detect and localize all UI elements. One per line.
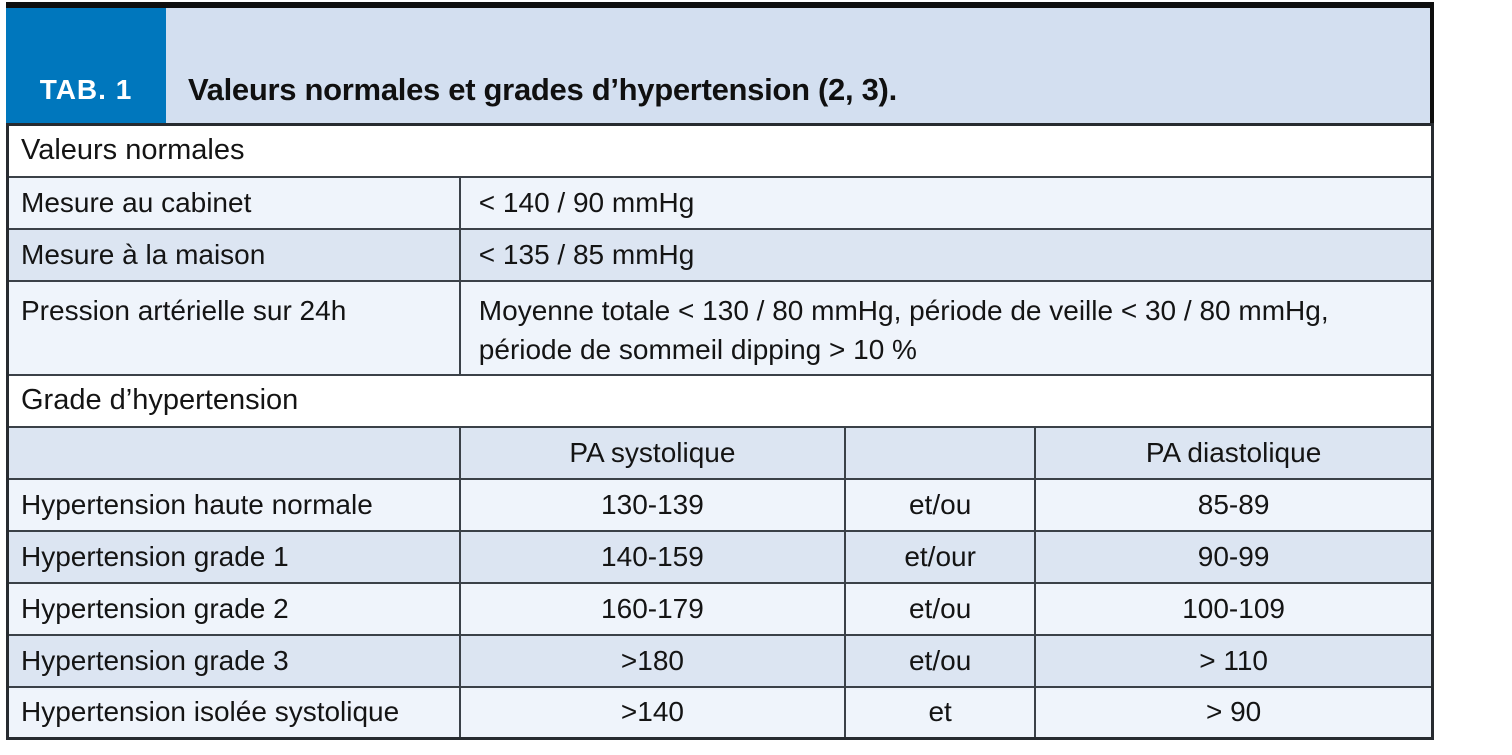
table-row: Hypertension haute normale 130-139 et/ou…	[6, 477, 1434, 532]
section-heading-grades: Grade d’hypertension	[6, 373, 1434, 428]
column-header-empty	[6, 425, 461, 480]
table-row: Mesure à la maison < 135 / 85 mmHg	[6, 227, 1434, 282]
row-label-cabinet: Mesure au cabinet	[6, 175, 461, 230]
table-row: Hypertension grade 3 >180 et/ou > 110	[6, 633, 1434, 688]
row-value-maison: < 135 / 85 mmHg	[458, 227, 1434, 282]
row-value-cabinet: < 140 / 90 mmHg	[458, 175, 1434, 230]
table-number-label: TAB. 1	[39, 74, 133, 105]
grade-systolic: 130-139	[458, 477, 847, 532]
row-label-maison: Mesure à la maison	[6, 227, 461, 282]
grade-label: Hypertension grade 3	[6, 633, 461, 688]
table-number-badge: TAB. 1	[6, 8, 166, 123]
grade-diastolic: 100-109	[1034, 581, 1434, 636]
grade-connector: et/ou	[844, 477, 1037, 532]
grade-label: Hypertension grade 1	[6, 529, 461, 584]
grade-label: Hypertension grade 2	[6, 581, 461, 636]
grade-connector: et/our	[844, 529, 1037, 584]
row-value-24h-line1: Moyenne totale < 130 / 80 mmHg, période …	[478, 294, 1329, 326]
column-header-connector-empty	[844, 425, 1037, 480]
table-row: Hypertension grade 1 140-159 et/our 90-9…	[6, 529, 1434, 584]
grade-label: Hypertension haute normale	[6, 477, 461, 532]
section-heading-normal-values: Valeurs normales	[6, 123, 1434, 178]
table-row: Pression artérielle sur 24h Moyenne tota…	[6, 279, 1434, 376]
column-header-systolic: PA systolique	[458, 425, 847, 480]
column-header-diastolic: PA diastolique	[1034, 425, 1434, 480]
row-label-24h: Pression artérielle sur 24h	[6, 279, 461, 376]
section-heading-row-grades: Grade d’hypertension	[6, 373, 1434, 428]
hypertension-values-table: Valeurs normales Mesure au cabinet < 140…	[6, 123, 1434, 740]
grade-diastolic: 90-99	[1034, 529, 1434, 584]
table-title-band: TAB. 1 Valeurs normales et grades d’hype…	[6, 2, 1434, 123]
table-title: Valeurs normales et grades d’hypertensio…	[166, 8, 1430, 123]
grade-diastolic: > 110	[1034, 633, 1434, 688]
table-row: Hypertension grade 2 160-179 et/ou 100-1…	[6, 581, 1434, 636]
grade-systolic: 140-159	[458, 529, 847, 584]
grade-systolic: >140	[458, 685, 847, 740]
grade-label: Hypertension isolée systolique	[6, 685, 461, 740]
grade-connector: et/ou	[844, 581, 1037, 636]
grade-diastolic: 85-89	[1034, 477, 1434, 532]
row-value-24h: Moyenne totale < 130 / 80 mmHg, période …	[458, 279, 1434, 376]
row-value-24h-line2: période de sommeil dipping > 10 %	[478, 334, 917, 366]
grade-connector: et	[844, 685, 1037, 740]
table-row: Hypertension isolée systolique >140 et >…	[6, 685, 1434, 740]
column-header-row: PA systolique PA diastolique	[6, 425, 1434, 480]
grade-systolic: >180	[458, 633, 847, 688]
grade-diastolic: > 90	[1034, 685, 1434, 740]
table-row: Mesure au cabinet < 140 / 90 mmHg	[6, 175, 1434, 230]
section-heading-row-normal-values: Valeurs normales	[6, 123, 1434, 178]
grade-systolic: 160-179	[458, 581, 847, 636]
table-title-text: Valeurs normales et grades d’hypertensio…	[188, 72, 897, 107]
grade-connector: et/ou	[844, 633, 1037, 688]
